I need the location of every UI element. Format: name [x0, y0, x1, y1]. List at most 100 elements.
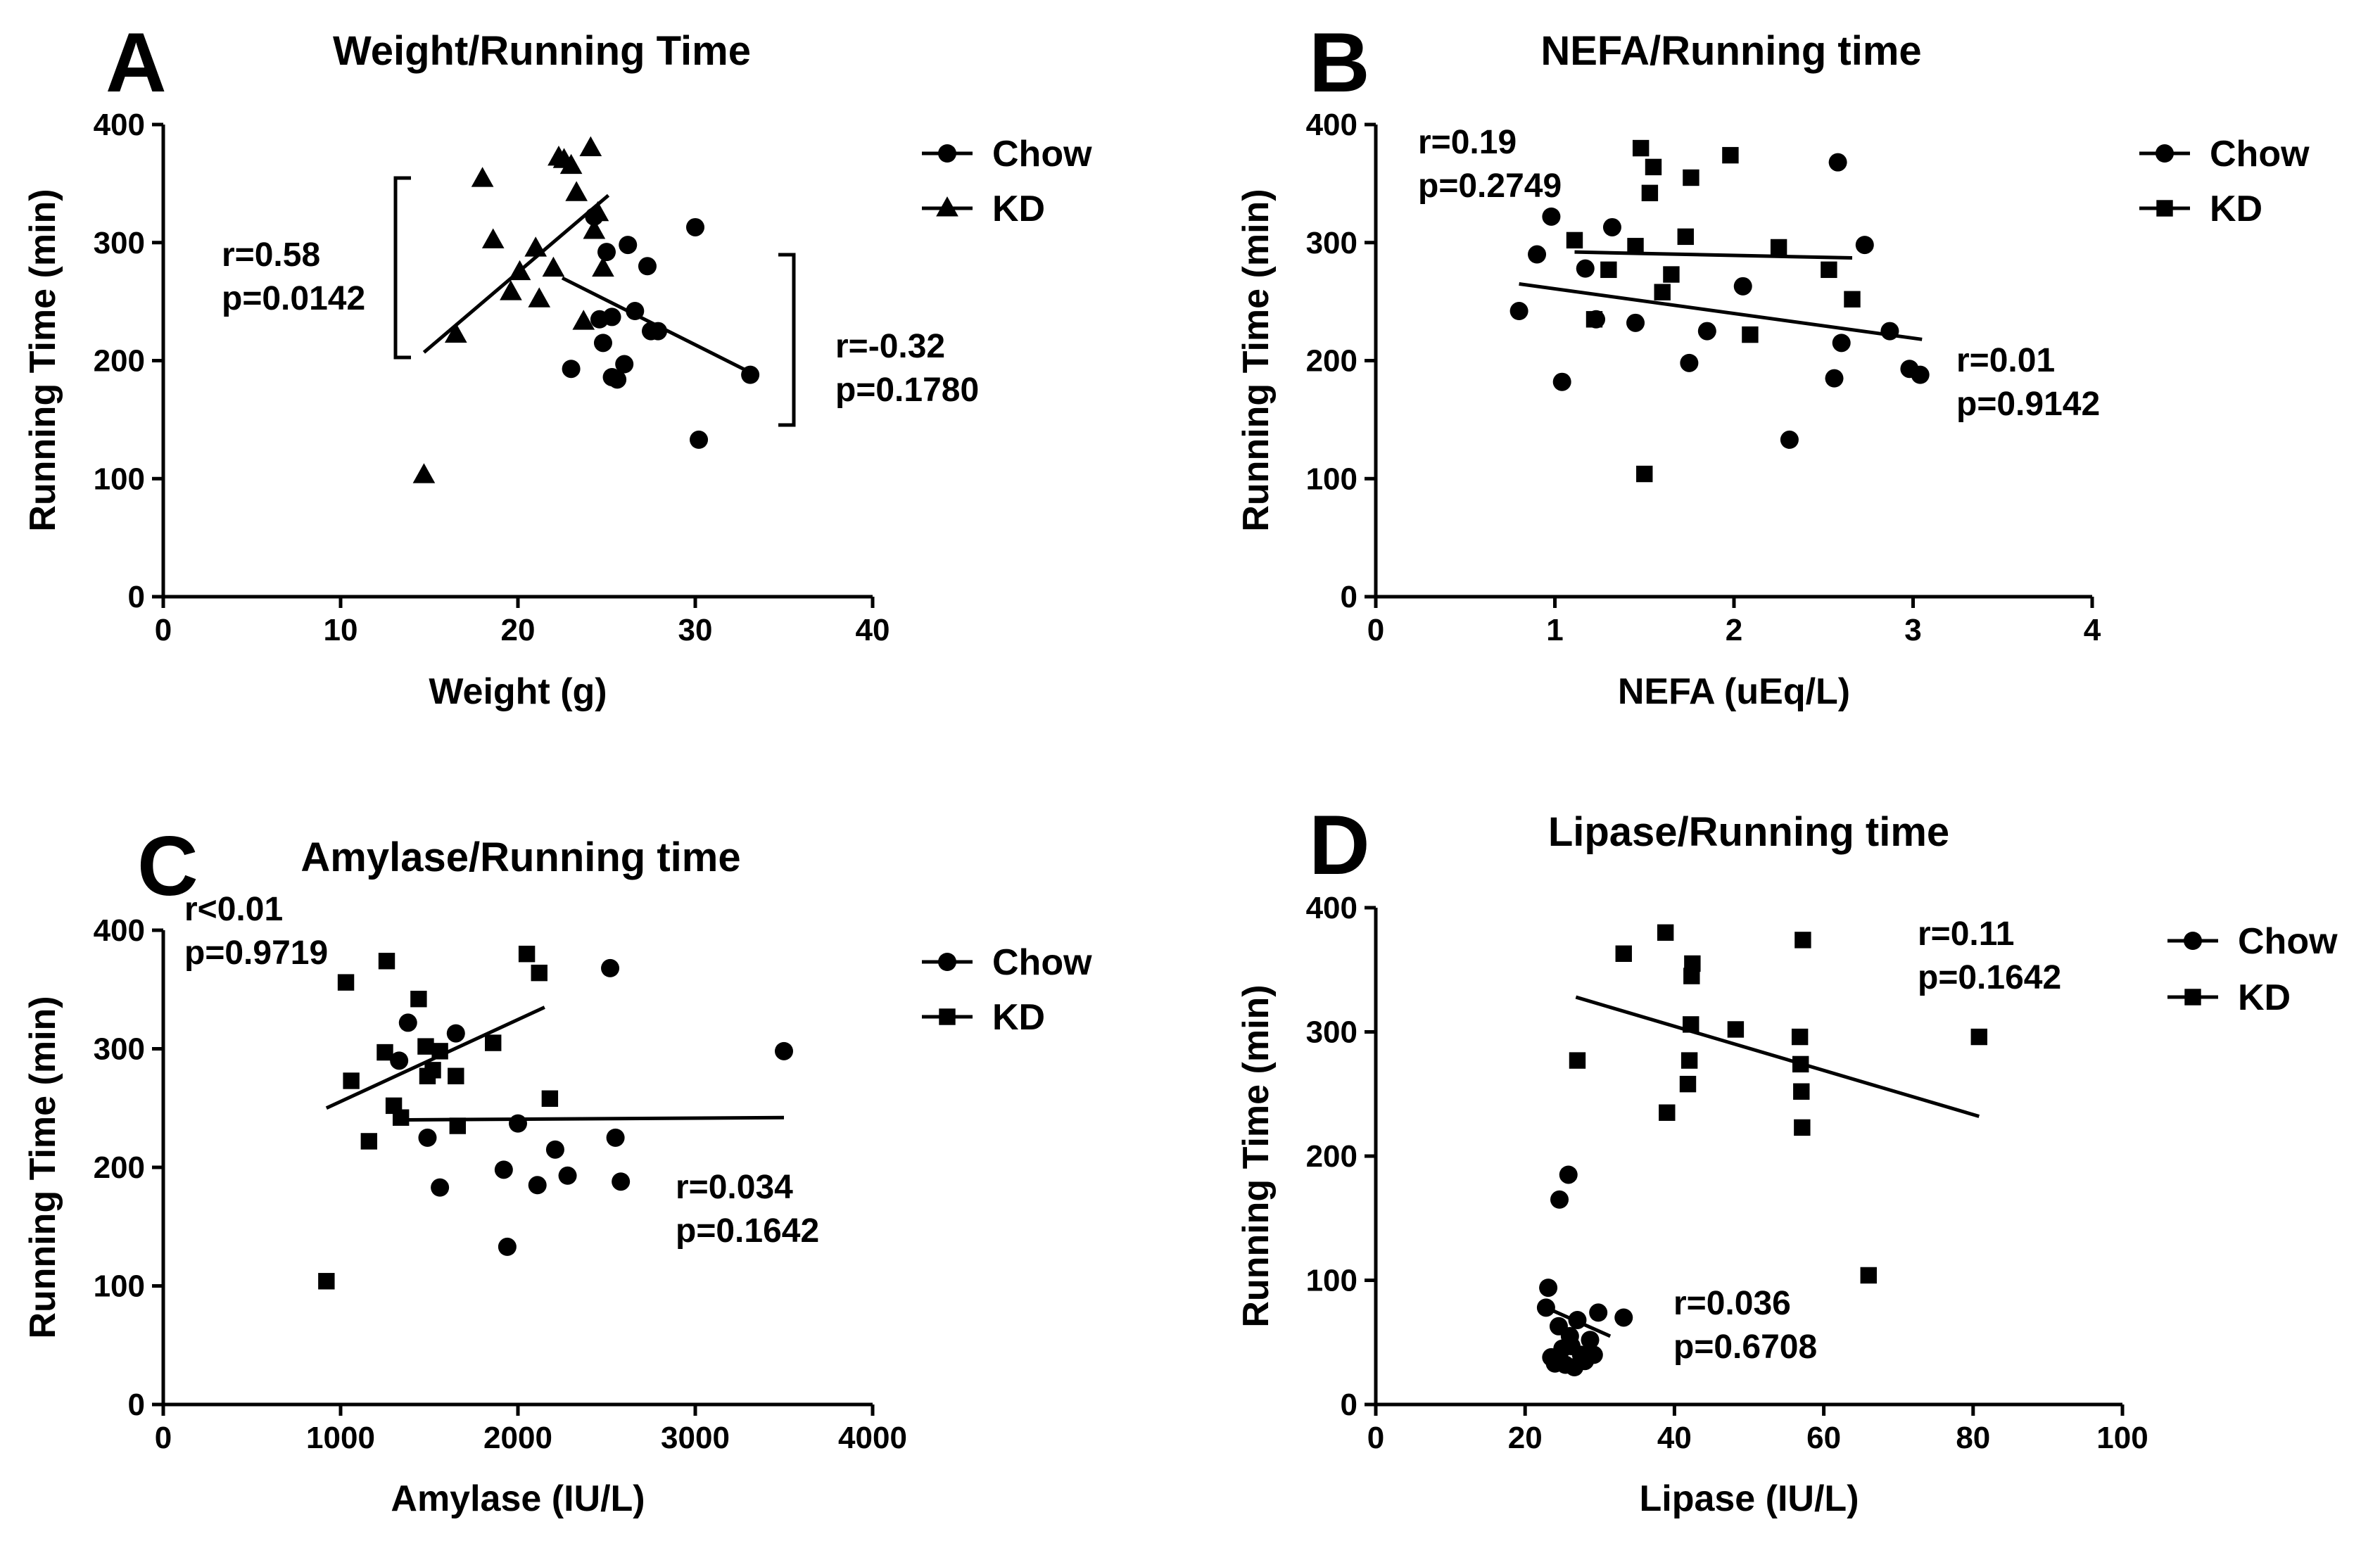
data-point-kd: [1821, 261, 1837, 279]
y-tick-label: 400: [94, 913, 145, 948]
data-point-chow: [1584, 1345, 1603, 1364]
stat-annotation: r=0.11: [1918, 915, 2014, 953]
legend-marker-kd: [2156, 200, 2173, 217]
x-tick-label: 100: [2096, 1421, 2148, 1455]
data-point-kd: [471, 167, 494, 187]
y-tick-label: 200: [1306, 344, 1357, 379]
data-point-kd: [1615, 945, 1632, 963]
data-point-kd: [1663, 266, 1680, 283]
y-tick-label: 200: [1306, 1139, 1357, 1174]
y-tick-label: 100: [94, 1269, 145, 1304]
data-point-chow: [1581, 1331, 1600, 1350]
y-tick-label: 100: [1306, 462, 1357, 496]
regression-line-chow: [1519, 281, 1923, 341]
data-point-chow: [601, 958, 620, 977]
legend-marker-kd: [936, 196, 958, 217]
data-point-kd: [1860, 1267, 1877, 1284]
data-point-kd: [500, 280, 522, 300]
data-point-chow: [498, 1237, 517, 1256]
x-tick-label: 1000: [306, 1421, 375, 1455]
y-tick-label: 200: [94, 1150, 145, 1185]
data-point-chow: [1602, 217, 1621, 236]
data-point-kd: [1742, 326, 1759, 343]
data-point-chow: [398, 1013, 417, 1032]
data-point-chow: [619, 236, 638, 255]
data-point-kd: [531, 964, 547, 982]
regression-line-chow: [1545, 1306, 1612, 1338]
data-point-kd: [1795, 932, 1811, 949]
y-tick-label: 300: [94, 1032, 145, 1067]
regression-line-kd: [1574, 250, 1853, 260]
series-chow: [1509, 153, 1930, 449]
data-point-chow: [1552, 372, 1571, 391]
y-tick-label: 300: [1306, 226, 1357, 260]
data-point-chow: [1559, 1165, 1578, 1184]
data-point-kd: [1684, 955, 1701, 972]
data-point-kd: [481, 228, 505, 248]
data-point-kd: [1641, 184, 1659, 201]
data-point-kd: [412, 463, 436, 483]
y-tick-label: 300: [1306, 1015, 1357, 1050]
data-point-kd: [1680, 1052, 1698, 1069]
data-point-kd: [444, 322, 467, 343]
data-point-kd: [579, 136, 602, 157]
legend-label-chow: Chow: [992, 134, 1092, 175]
y-tick-label: 300: [94, 226, 145, 260]
data-point-kd: [1657, 924, 1674, 941]
panel-letter: C: [137, 819, 198, 913]
y-tick-label: 100: [94, 462, 145, 496]
stat-annotation: r=0.19: [1418, 124, 1517, 161]
data-point-chow: [1589, 1303, 1608, 1322]
series-kd: [1569, 924, 1987, 1284]
x-tick-label: 1: [1546, 613, 1563, 647]
stat-annotation: r=0.01: [1956, 342, 2055, 379]
data-point-chow: [562, 360, 581, 379]
chart-title: Amylase/Running time: [300, 835, 740, 880]
data-point-kd: [360, 1133, 378, 1150]
data-point-kd: [1793, 1083, 1810, 1100]
data-point-kd: [424, 1062, 441, 1079]
data-point-kd: [559, 153, 583, 175]
data-point-kd: [1654, 284, 1671, 300]
regression-line-kd: [393, 1115, 785, 1122]
data-point-kd: [1794, 1119, 1811, 1136]
data-point-kd: [1791, 1028, 1809, 1046]
data-point-kd: [378, 953, 395, 970]
data-point-kd: [1770, 239, 1787, 256]
stat-annotation: p=0.9719: [184, 934, 328, 972]
y-tick-label: 100: [1306, 1264, 1357, 1298]
x-axis-label: NEFA (uEq/L): [1618, 671, 1850, 712]
x-tick-label: 2000: [483, 1421, 552, 1455]
x-tick-label: 20: [501, 613, 536, 647]
stat-annotation: p=0.9142: [1956, 386, 2100, 423]
legend-marker-chow: [938, 953, 956, 971]
data-point-kd: [565, 181, 588, 201]
data-point-kd: [1569, 1052, 1586, 1069]
data-point-chow: [1550, 1190, 1569, 1209]
x-tick-label: 3000: [661, 1421, 730, 1455]
x-axis-label: Amylase (IU/L): [391, 1478, 645, 1519]
stat-annotation: p=0.1642: [676, 1212, 819, 1250]
data-point-kd: [485, 1034, 502, 1051]
data-point-chow: [593, 334, 612, 353]
x-axis-label: Weight (g): [429, 671, 607, 712]
panel-c: C Amylase/Running time 0 1000 2000 3000 4000 0 1…: [23, 819, 1092, 1519]
data-point-kd: [417, 1038, 434, 1055]
data-point-kd: [1659, 1104, 1676, 1121]
y-axis-label: Running Time (min): [1236, 984, 1277, 1327]
stat-annotation: r=0.036: [1673, 1285, 1791, 1322]
data-point-kd: [528, 287, 551, 307]
data-point-chow: [528, 1176, 547, 1195]
data-point-kd: [337, 974, 355, 991]
data-point-chow: [1576, 259, 1595, 278]
x-tick-label: 0: [1367, 613, 1384, 647]
data-point-chow: [558, 1166, 577, 1185]
legend-marker-kd: [939, 1008, 956, 1025]
data-point-chow: [1780, 430, 1799, 449]
series-kd: [412, 136, 614, 483]
data-point-kd: [541, 1090, 559, 1107]
y-tick-label: 400: [1306, 891, 1357, 925]
x-tick-label: 80: [1956, 1421, 1990, 1455]
data-point-kd: [318, 1273, 335, 1290]
